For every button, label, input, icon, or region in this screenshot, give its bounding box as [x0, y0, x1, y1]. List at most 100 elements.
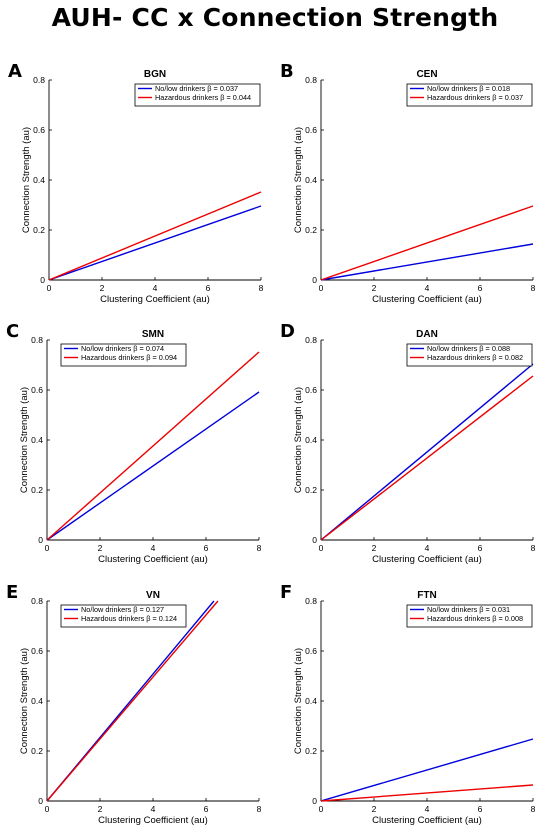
panel-title: DAN — [416, 329, 438, 340]
x-axis-label: Clustering Coefficient (au) — [372, 554, 482, 565]
y-tick-label: 0.6 — [305, 125, 317, 135]
x-tick-label: 0 — [47, 283, 52, 293]
x-axis-label: Clustering Coefficient (au) — [372, 815, 482, 826]
x-tick-label: 4 — [425, 283, 430, 293]
x-axis-label: Clustering Coefficient (au) — [372, 294, 482, 305]
x-tick-label: 6 — [478, 543, 483, 553]
x-tick-label: 4 — [151, 804, 156, 814]
panel-title: SMN — [142, 329, 164, 340]
panel-d: D DAN 0 2 4 6 8 0 0.2 0.4 0.6 0.8 Clustering Coeffic… — [280, 321, 536, 565]
x-tick-label: 2 — [98, 543, 103, 553]
panel-e: E VN 0 2 4 6 8 0 0.2 0.4 0.6 0.8 Clustering Coeffici… — [6, 582, 262, 826]
series-line-no-low-drinkers — [321, 243, 534, 281]
x-tick-label: 4 — [425, 804, 430, 814]
y-tick-label: 0.2 — [31, 485, 43, 495]
x-tick-label: 0 — [45, 543, 50, 553]
x-tick-label: 2 — [372, 804, 377, 814]
x-tick-label: 0 — [319, 804, 324, 814]
legend-entry: Hazardous drinkers β = 0.082 — [427, 353, 523, 362]
legend-entry: No/low drinkers β = 0.031 — [427, 605, 510, 614]
x-tick-label: 6 — [478, 283, 483, 293]
y-axis-label: Connection Strength (au) — [19, 648, 30, 754]
x-axis-label: Clustering Coefficient (au) — [98, 815, 208, 826]
series-line-hazardous-drinkers — [321, 205, 534, 281]
legend-box — [406, 604, 533, 628]
x-tick-label: 8 — [257, 804, 262, 814]
panel-title: FTN — [417, 590, 436, 601]
x-tick-label: 8 — [531, 543, 536, 553]
x-tick-label: 4 — [151, 543, 156, 553]
y-tick-label: 0.4 — [31, 435, 43, 445]
panel-letter: B — [280, 61, 294, 82]
panel-letter: E — [6, 582, 18, 603]
x-tick-label: 2 — [372, 543, 377, 553]
y-tick-label: 0.2 — [31, 746, 43, 756]
y-axis-label: Connection Strength (au) — [19, 387, 30, 493]
panel-a: A BGN 0 2 4 6 8 0 0.2 0.4 0.6 0.8 Clustering Coeffic… — [8, 61, 264, 305]
legend-entry: No/low drinkers β = 0.074 — [81, 344, 164, 353]
x-tick-label: 0 — [45, 804, 50, 814]
y-tick-label: 0.8 — [305, 75, 317, 85]
y-tick-label: 0 — [38, 535, 43, 545]
legend-box — [60, 343, 187, 367]
legend-box — [406, 83, 533, 107]
y-tick-label: 0.8 — [305, 335, 317, 345]
y-tick-label: 0.2 — [33, 225, 45, 235]
panel-letter: F — [280, 582, 292, 603]
y-tick-label: 0.4 — [305, 435, 317, 445]
x-tick-label: 6 — [478, 804, 483, 814]
panel-b: B CEN 0 2 4 6 8 0 0.2 0.4 0.6 0.8 Clustering Coeffic… — [280, 61, 536, 305]
series-line-no-low-drinkers — [47, 391, 260, 541]
x-tick-label: 8 — [259, 283, 264, 293]
y-tick-label: 0 — [38, 796, 43, 806]
x-tick-label: 8 — [257, 543, 262, 553]
series-line-hazardous-drinkers — [49, 191, 262, 281]
y-tick-label: 0.6 — [31, 646, 43, 656]
legend-box — [60, 604, 187, 628]
x-axis-label: Clustering Coefficient (au) — [98, 554, 208, 565]
panel-title: CEN — [416, 69, 437, 80]
y-tick-label: 0.6 — [305, 385, 317, 395]
x-tick-label: 6 — [204, 543, 209, 553]
y-tick-label: 0.2 — [305, 225, 317, 235]
panel-title: BGN — [144, 69, 166, 80]
x-tick-label: 8 — [531, 804, 536, 814]
y-axis-label: Connection Strength (au) — [293, 648, 304, 754]
series-line-no-low-drinkers — [321, 738, 534, 802]
y-tick-label: 0 — [40, 275, 45, 285]
series-line-hazardous-drinkers — [47, 600, 219, 802]
legend-entry: Hazardous drinkers β = 0.044 — [155, 93, 251, 102]
y-tick-label: 0 — [312, 796, 317, 806]
y-tick-label: 0.6 — [33, 125, 45, 135]
series-line-hazardous-drinkers — [47, 351, 260, 541]
panel-title: VN — [146, 590, 160, 601]
x-tick-label: 4 — [425, 543, 430, 553]
panel-letter: C — [6, 321, 19, 342]
x-tick-label: 0 — [319, 543, 324, 553]
y-axis-label: Connection Strength (au) — [293, 387, 304, 493]
y-tick-label: 0.6 — [31, 385, 43, 395]
x-tick-label: 2 — [98, 804, 103, 814]
y-tick-label: 0.6 — [305, 646, 317, 656]
panel-f: F FTN 0 2 4 6 8 0 0.2 0.4 0.6 0.8 Clustering Coeffic… — [280, 582, 536, 826]
legend-box — [134, 83, 261, 107]
y-tick-label: 0.4 — [305, 696, 317, 706]
figure-title: AUH- CC x Connection Strength — [51, 3, 499, 32]
x-tick-label: 2 — [372, 283, 377, 293]
legend-entry: Hazardous drinkers β = 0.037 — [427, 93, 523, 102]
y-tick-label: 0.2 — [305, 485, 317, 495]
y-tick-label: 0 — [312, 535, 317, 545]
x-tick-label: 6 — [204, 804, 209, 814]
y-tick-label: 0.8 — [31, 596, 43, 606]
series-line-hazardous-drinkers — [321, 375, 534, 541]
x-tick-label: 0 — [319, 283, 324, 293]
panel-letter: A — [8, 61, 22, 82]
legend-entry: No/low drinkers β = 0.088 — [427, 344, 510, 353]
y-tick-label: 0.8 — [305, 596, 317, 606]
y-tick-label: 0.2 — [305, 746, 317, 756]
